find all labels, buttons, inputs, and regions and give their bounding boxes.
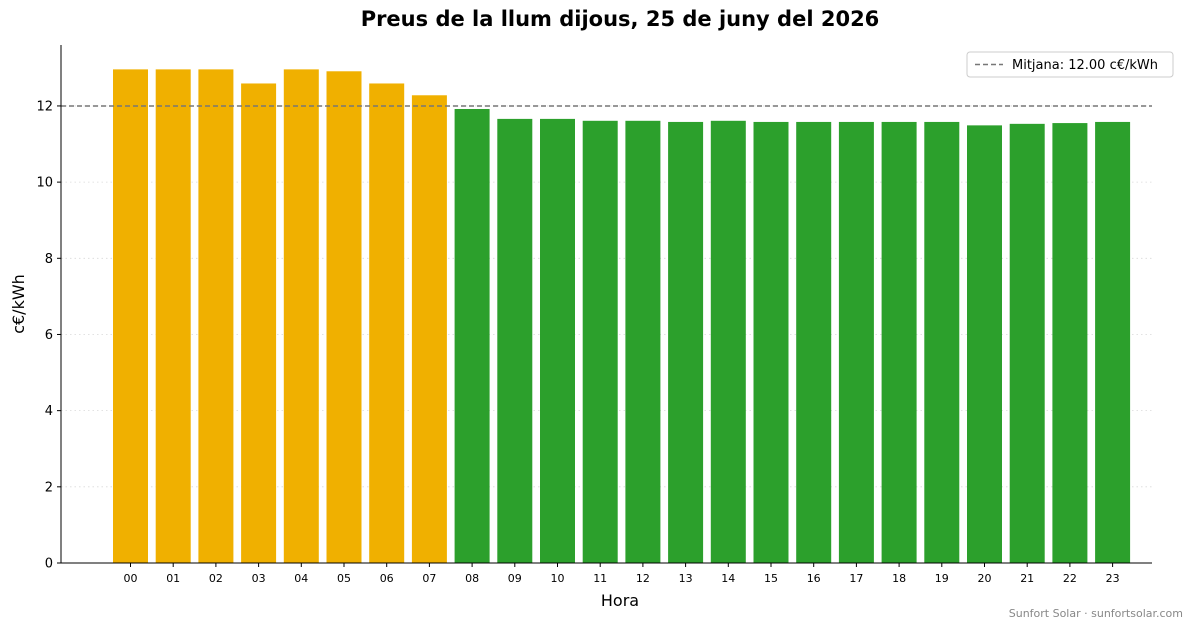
x-tick-label: 19 — [935, 572, 949, 585]
x-axis-label: Hora — [601, 591, 639, 610]
bar-03 — [241, 83, 277, 563]
bar-13 — [668, 121, 704, 563]
x-tick-label: 11 — [593, 572, 607, 585]
y-tick-label: 4 — [45, 404, 53, 419]
x-tick-label: 07 — [422, 572, 436, 585]
x-tick-label: 06 — [380, 572, 394, 585]
footer-credit: Sunfort Solar · sunfortsolar.com — [1009, 607, 1183, 620]
x-tick-label: 03 — [252, 572, 266, 585]
axes-layer — [60, 45, 1152, 564]
y-tick-label: 12 — [36, 99, 53, 114]
x-tick-label: 17 — [849, 572, 863, 585]
legend-box — [966, 51, 1174, 78]
y-tick-label: 0 — [45, 557, 53, 572]
y-tick-label: 6 — [45, 328, 53, 343]
x-tick-label: 09 — [508, 572, 522, 585]
bar-20 — [967, 125, 1002, 563]
x-tick-label: 18 — [892, 572, 906, 585]
x-tick-label: 05 — [337, 572, 351, 585]
y-tick-label: 10 — [36, 176, 53, 191]
x-ticks: 00 01 02 03 04 05 06 07 08 09 10 11 12 13 14 15 16 17 18 19… — [124, 563, 1120, 585]
bar-04 — [283, 69, 319, 564]
bar-01 — [155, 69, 191, 564]
chart-title: Preus de la llum dijous, 25 de juny del … — [361, 7, 880, 31]
legend: Mitjana: 12.00 c€/kWh — [966, 51, 1174, 78]
bar-02 — [198, 69, 234, 564]
x-tick-label: 01 — [166, 572, 180, 585]
x-tick-label: 22 — [1063, 572, 1077, 585]
x-tick-label: 23 — [1106, 572, 1120, 585]
bar-21 — [1009, 123, 1045, 563]
legend-label: Mitjana: 12.00 c€/kWh — [1012, 58, 1158, 73]
bar-17 — [838, 121, 874, 563]
x-tick-label: 21 — [1020, 572, 1034, 585]
x-tick-label: 00 — [124, 572, 138, 585]
x-tick-label: 15 — [764, 572, 778, 585]
x-tick-label: 10 — [551, 572, 565, 585]
bars-layer — [113, 69, 1131, 564]
y-tick-label: 8 — [45, 252, 53, 267]
y-tick-label: 2 — [45, 480, 53, 495]
y-ticks: 0 2 4 6 8 10 12 — [36, 99, 61, 572]
bar-19 — [924, 121, 960, 563]
bar-10 — [540, 118, 575, 563]
bar-11 — [582, 120, 618, 563]
y-axis-label: c€/kWh — [9, 274, 28, 334]
bar-05 — [326, 71, 362, 563]
bar-12 — [625, 120, 661, 563]
bar-06 — [369, 83, 405, 563]
bar-18 — [881, 121, 917, 563]
bar-07 — [411, 95, 447, 563]
x-tick-label: 12 — [636, 572, 650, 585]
x-tick-label: 20 — [978, 572, 992, 585]
bar-09 — [497, 118, 533, 563]
bar-08 — [454, 108, 490, 564]
bar-14 — [710, 120, 746, 563]
x-tick-label: 13 — [679, 572, 693, 585]
bar-00 — [113, 69, 148, 564]
bar-22 — [1052, 123, 1088, 564]
x-tick-label: 08 — [465, 572, 479, 585]
bar-16 — [796, 121, 832, 563]
x-tick-label: 14 — [721, 572, 735, 585]
x-tick-label: 02 — [209, 572, 223, 585]
bar-23 — [1095, 121, 1131, 563]
x-tick-label: 16 — [807, 572, 821, 585]
bar-15 — [753, 121, 789, 563]
x-tick-label: 04 — [294, 572, 308, 585]
